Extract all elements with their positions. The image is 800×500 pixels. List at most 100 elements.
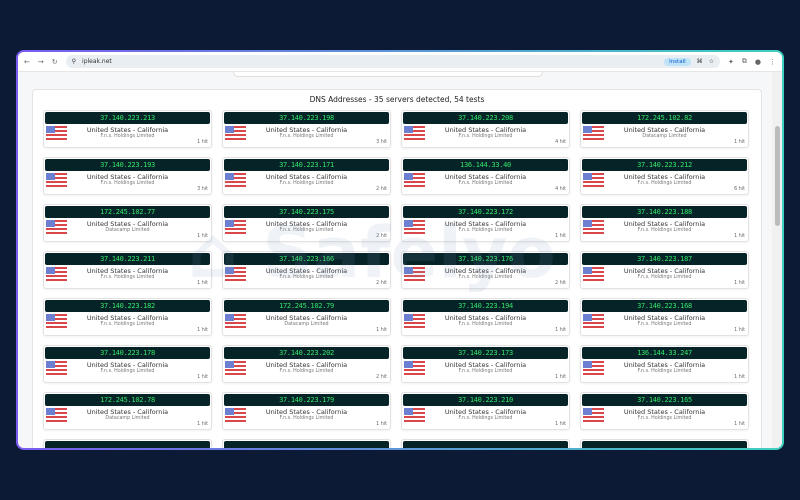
server-isp: Datacamp Limited [105, 416, 150, 421]
server-ip: 172.245.102.79 [224, 300, 389, 312]
server-isp: F.n.s. Holdings Limited [637, 322, 692, 327]
server-ip [582, 441, 747, 448]
server-location: United States - California [265, 267, 348, 275]
translate-icon[interactable]: ⌘ [696, 58, 703, 65]
server-location: United States - California [623, 314, 706, 322]
dns-server-card: 37.140.223.193 United States - Californi… [43, 157, 212, 195]
server-ip: 37.140.223.211 [45, 253, 210, 265]
dns-server-card: 37.140.223.202 United States - Californi… [222, 345, 391, 383]
reload-icon[interactable]: ↻ [51, 57, 58, 66]
us-flag-icon [46, 314, 67, 328]
server-ip: 37.140.223.166 [224, 253, 389, 265]
server-location: United States - California [86, 220, 169, 228]
dns-server-card: 37.140.223.165 United States - Californi… [580, 392, 749, 430]
server-ip: 37.140.223.202 [224, 347, 389, 359]
server-ip: 172.245.102.77 [45, 206, 210, 218]
bookmark-star-icon[interactable]: ☆ [708, 58, 715, 65]
us-flag-icon [404, 361, 425, 375]
server-isp: F.n.s. Holdings Limited [637, 275, 692, 280]
server-hits: 6 hit [734, 187, 745, 192]
server-location: United States - California [444, 267, 527, 275]
server-ip: 37.140.223.193 [45, 159, 210, 171]
server-ip: 37.140.223.187 [582, 253, 747, 265]
server-ip: 37.140.223.175 [224, 206, 389, 218]
server-hits: 3 hit [197, 187, 208, 192]
server-isp: Datacamp Limited [105, 228, 150, 233]
server-ip [403, 441, 568, 448]
server-isp: F.n.s. Holdings Limited [458, 322, 513, 327]
server-location: United States - California [623, 126, 706, 134]
dns-server-card: 37.140.223.194 United States - Californi… [401, 298, 570, 336]
server-isp: F.n.s. Holdings Limited [637, 228, 692, 233]
server-hits: 4 hit [555, 140, 566, 145]
dns-server-card: 37.140.223.176 United States - Californi… [401, 251, 570, 289]
server-location: United States - California [86, 361, 169, 369]
server-location: United States - California [86, 173, 169, 181]
dns-server-card: 37.140.223.175 United States - Californi… [222, 204, 391, 242]
server-isp: F.n.s. Holdings Limited [279, 134, 334, 139]
server-location: United States - California [623, 361, 706, 369]
dns-server-card: 172.245.102.78 United States - Californi… [43, 392, 212, 430]
address-bar[interactable]: ⚲ ipleak.net Install ⌘ ☆ [65, 55, 721, 68]
us-flag-icon [46, 126, 67, 140]
dns-server-card [401, 439, 570, 448]
server-hits: 1 hit [734, 140, 745, 145]
dns-server-card: 136.144.33.247 United States - Californi… [580, 345, 749, 383]
server-ip: 37.140.223.165 [582, 394, 747, 406]
server-ip: 37.140.223.176 [403, 253, 568, 265]
dns-server-card: 37.140.223.198 United States - Californi… [222, 110, 391, 148]
dns-server-card: 37.140.223.208 United States - Californi… [401, 110, 570, 148]
server-ip: 37.140.223.208 [403, 112, 568, 124]
server-location: United States - California [265, 361, 348, 369]
dns-server-grid: 37.140.223.213 United States - Californi… [43, 110, 749, 448]
us-flag-icon [583, 173, 604, 187]
server-isp: F.n.s. Holdings Limited [637, 369, 692, 374]
server-ip: 37.140.223.171 [224, 159, 389, 171]
server-hits: 4 hit [555, 187, 566, 192]
url-text: ipleak.net [82, 58, 112, 65]
menu-icon[interactable]: ⋮ [769, 57, 776, 66]
dns-server-card: 37.140.223.168 United States - Californi… [580, 298, 749, 336]
server-ip: 136.144.33.247 [582, 347, 747, 359]
us-flag-icon [404, 314, 425, 328]
extension-icon[interactable]: ✦ [728, 57, 734, 66]
dns-server-card: 37.140.223.179 United States - Californi… [222, 392, 391, 430]
dns-server-card [222, 439, 391, 448]
server-ip: 37.140.223.194 [403, 300, 568, 312]
browser-inner: ← → ↻ ⚲ ipleak.net Install ⌘ ☆ ✦ ⧉ ● ⋮ D… [18, 52, 782, 448]
dns-server-card: 37.140.223.182 United States - Californi… [43, 298, 212, 336]
us-flag-icon [583, 267, 604, 281]
server-location: United States - California [444, 314, 527, 322]
server-isp: F.n.s. Holdings Limited [458, 416, 513, 421]
us-flag-icon [583, 408, 604, 422]
dns-panel-title: DNS Addresses - 35 servers detected, 54 … [309, 95, 485, 104]
server-location: United States - California [265, 408, 348, 416]
server-hits: 1 hit [734, 234, 745, 239]
dns-server-card: 172.245.102.79 United States - Californi… [222, 298, 391, 336]
dns-server-card: 37.140.223.172 United States - Californi… [401, 204, 570, 242]
server-hits: 1 hit [197, 281, 208, 286]
server-isp: F.n.s. Holdings Limited [279, 416, 334, 421]
install-button[interactable]: Install [664, 57, 691, 66]
server-isp: F.n.s. Holdings Limited [100, 275, 155, 280]
dns-server-card: 136.144.33.40 United States - California… [401, 157, 570, 195]
us-flag-icon [225, 267, 246, 281]
server-location: United States - California [86, 408, 169, 416]
scrollbar[interactable] [772, 72, 782, 448]
server-location: United States - California [444, 173, 527, 181]
dns-server-card: 37.140.223.188 United States - Californi… [580, 204, 749, 242]
server-hits: 1 hit [197, 328, 208, 333]
server-ip [224, 441, 389, 448]
server-isp: F.n.s. Holdings Limited [100, 322, 155, 327]
server-hits: 1 hit [734, 375, 745, 380]
site-info-icon[interactable]: ⚲ [71, 58, 77, 65]
server-hits: 1 hit [197, 422, 208, 427]
us-flag-icon [583, 220, 604, 234]
back-icon[interactable]: ← [24, 57, 30, 66]
profile-icon[interactable]: ● [754, 57, 761, 66]
puzzle-icon[interactable]: ⧉ [741, 57, 747, 65]
forward-icon[interactable]: → [37, 57, 44, 66]
server-ip: 37.140.223.168 [582, 300, 747, 312]
scrollbar-thumb[interactable] [775, 126, 780, 226]
us-flag-icon [404, 173, 425, 187]
